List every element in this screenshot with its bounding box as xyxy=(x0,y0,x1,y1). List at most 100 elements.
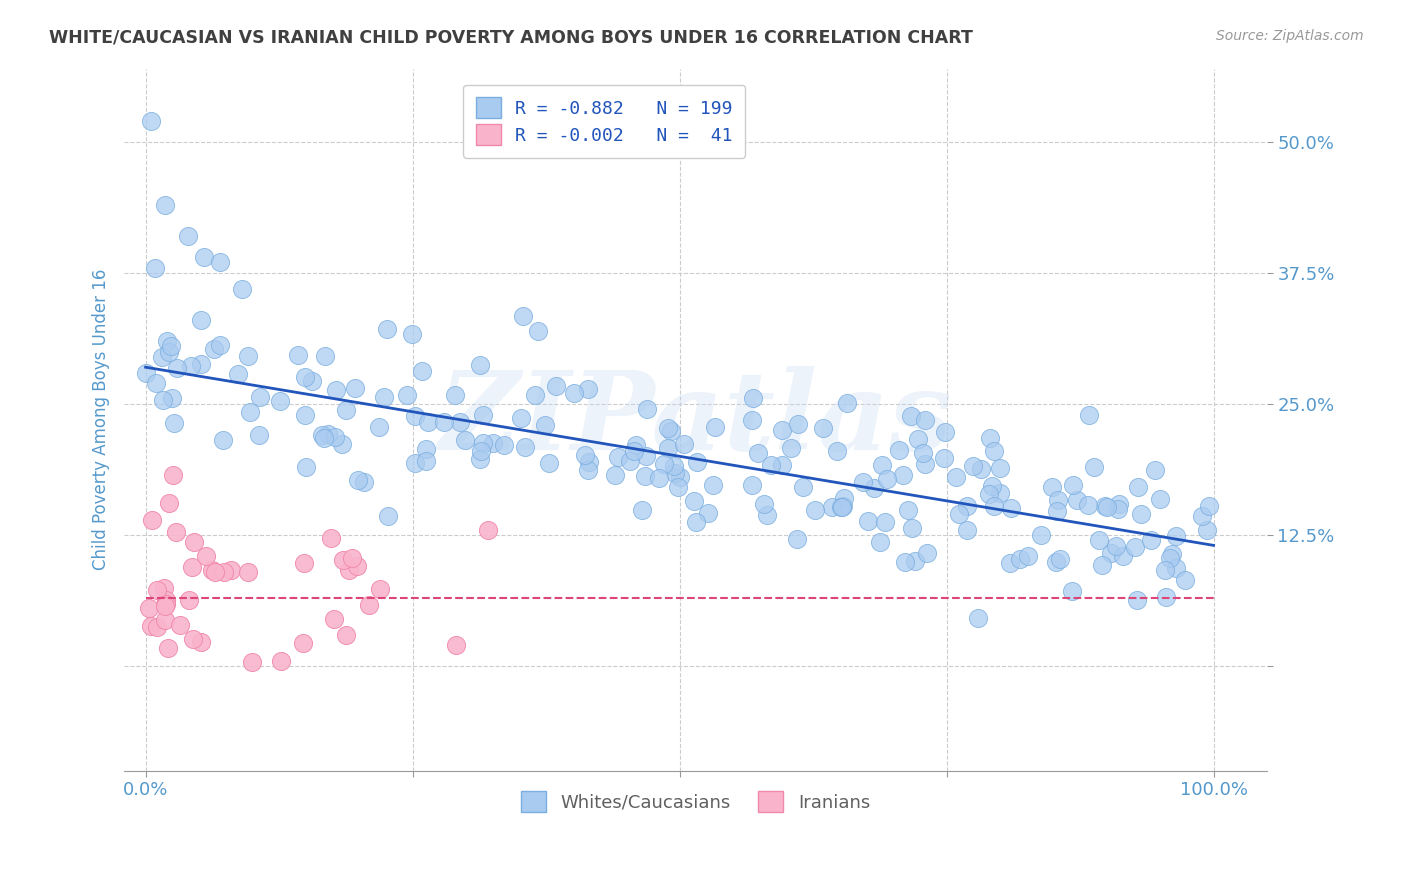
Point xyxy=(249,390,271,404)
Point xyxy=(482,436,505,450)
Point xyxy=(155,613,177,627)
Point xyxy=(685,455,707,469)
Point xyxy=(368,582,391,597)
Point xyxy=(897,502,920,516)
Point xyxy=(537,456,560,470)
Point xyxy=(682,493,704,508)
Point xyxy=(636,402,658,417)
Point xyxy=(659,424,682,438)
Point xyxy=(876,472,898,486)
Point xyxy=(515,440,537,454)
Point xyxy=(322,612,344,626)
Point xyxy=(562,386,585,401)
Point xyxy=(177,229,200,244)
Point xyxy=(209,255,232,269)
Point xyxy=(533,417,555,432)
Point xyxy=(1095,500,1118,515)
Point xyxy=(875,515,897,529)
Point xyxy=(1062,584,1084,599)
Point xyxy=(664,459,686,474)
Text: Source: ZipAtlas.com: Source: ZipAtlas.com xyxy=(1216,29,1364,43)
Point xyxy=(741,413,763,427)
Point xyxy=(165,524,187,539)
Point xyxy=(831,500,853,514)
Point xyxy=(852,475,875,489)
Point xyxy=(330,436,353,450)
Point xyxy=(416,415,439,429)
Point xyxy=(623,444,645,458)
Point xyxy=(948,507,970,521)
Point xyxy=(316,426,339,441)
Point xyxy=(138,600,160,615)
Point xyxy=(291,636,314,650)
Point xyxy=(359,599,381,613)
Point xyxy=(332,553,354,567)
Point xyxy=(811,421,834,435)
Point xyxy=(512,309,534,323)
Point xyxy=(1000,556,1022,570)
Point xyxy=(319,531,342,545)
Point xyxy=(574,448,596,462)
Point xyxy=(787,417,810,431)
Point xyxy=(863,482,886,496)
Point xyxy=(377,508,399,523)
Point xyxy=(1045,555,1067,569)
Point xyxy=(1008,552,1031,566)
Point xyxy=(335,628,357,642)
Point xyxy=(211,434,233,448)
Point xyxy=(669,470,692,484)
Point xyxy=(201,563,224,577)
Point xyxy=(523,388,546,402)
Point xyxy=(287,348,309,362)
Point xyxy=(672,437,695,451)
Point xyxy=(619,454,641,468)
Point xyxy=(183,535,205,549)
Point xyxy=(900,409,922,423)
Point xyxy=(754,497,776,511)
Point xyxy=(311,427,333,442)
Point xyxy=(1126,592,1149,607)
Point xyxy=(630,502,652,516)
Point xyxy=(804,502,827,516)
Point xyxy=(858,514,880,528)
Point xyxy=(373,390,395,404)
Point xyxy=(1017,549,1039,564)
Point xyxy=(1144,463,1167,477)
Point xyxy=(208,338,231,352)
Point xyxy=(578,455,600,469)
Point xyxy=(741,391,763,405)
Point xyxy=(741,478,763,492)
Point xyxy=(914,413,936,427)
Point xyxy=(891,468,914,483)
Point xyxy=(934,425,956,439)
Point xyxy=(832,491,855,506)
Point xyxy=(404,456,426,470)
Point xyxy=(934,450,956,465)
Point xyxy=(544,379,567,393)
Point xyxy=(1066,492,1088,507)
Point xyxy=(468,358,491,372)
Point xyxy=(1105,539,1128,553)
Point xyxy=(471,436,494,450)
Point xyxy=(832,499,855,513)
Point xyxy=(770,423,793,437)
Point xyxy=(236,349,259,363)
Point xyxy=(153,198,176,212)
Point xyxy=(404,409,426,424)
Point xyxy=(1090,558,1112,572)
Point xyxy=(1046,503,1069,517)
Point xyxy=(269,393,291,408)
Point xyxy=(907,432,929,446)
Point xyxy=(1062,478,1084,492)
Point xyxy=(444,638,467,652)
Point xyxy=(1149,492,1171,507)
Point xyxy=(1031,528,1053,542)
Point xyxy=(160,339,183,353)
Point xyxy=(180,359,202,373)
Point xyxy=(335,402,357,417)
Point xyxy=(1077,409,1099,423)
Point xyxy=(1140,533,1163,548)
Point xyxy=(527,324,550,338)
Point xyxy=(247,428,270,442)
Legend: Whites/Caucasians, Iranians: Whites/Caucasians, Iranians xyxy=(509,779,883,825)
